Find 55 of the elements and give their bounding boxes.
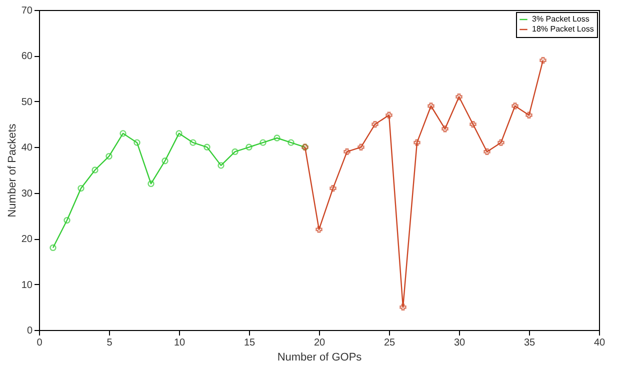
point [400, 304, 406, 310]
point [232, 148, 238, 156]
point [274, 134, 280, 142]
point [204, 144, 210, 150]
y-tick-label: 60 [21, 51, 33, 62]
x-tick-label: 15 [244, 338, 256, 348]
point [260, 139, 266, 146]
y-tick-label: 30 [21, 188, 33, 200]
point [78, 184, 84, 192]
point [218, 162, 224, 169]
point [358, 144, 364, 150]
point [288, 139, 294, 146]
point [344, 148, 350, 156]
point [162, 158, 168, 164]
x-axis-title: Number of GOPs [277, 352, 362, 364]
point [176, 130, 182, 137]
y-tick-label: 0 [26, 326, 33, 336]
point [540, 56, 546, 64]
y-tick-label: 70 [21, 6, 33, 16]
point [134, 139, 140, 146]
x-tick-label: 0 [36, 338, 43, 348]
y-axis-title: Number of Packets [6, 123, 18, 218]
y-tick-label: 40 [21, 142, 33, 154]
x-tick-label: 5 [106, 338, 113, 348]
y-tick-label: 10 [21, 280, 33, 291]
point [456, 94, 462, 100]
point [470, 120, 476, 128]
point [372, 120, 378, 128]
point [414, 139, 420, 146]
x-tick-label: 20 [314, 338, 326, 348]
x-tick-label: 30 [454, 338, 466, 348]
point [64, 216, 70, 224]
point [190, 139, 196, 146]
x-tick-label: 40 [594, 338, 606, 348]
point [106, 152, 112, 160]
point [512, 102, 518, 110]
point [498, 139, 504, 146]
point [526, 112, 532, 118]
x-tick-label: 35 [524, 338, 536, 348]
point [120, 130, 126, 137]
legend-label: 3% Packet Loss [532, 14, 590, 24]
point [316, 226, 322, 233]
x-tick-label: 10 [174, 338, 186, 348]
point [428, 102, 434, 110]
point [92, 166, 98, 174]
x-tick-label: 25 [384, 338, 396, 348]
y-tick-label: 20 [21, 234, 33, 246]
point [330, 184, 336, 192]
legend-label: 18% Packet Loss [532, 24, 594, 34]
point [484, 148, 490, 156]
point [148, 180, 154, 188]
point [386, 112, 392, 118]
point [246, 144, 252, 150]
point [442, 126, 448, 132]
y-tick-label: 50 [21, 96, 33, 108]
